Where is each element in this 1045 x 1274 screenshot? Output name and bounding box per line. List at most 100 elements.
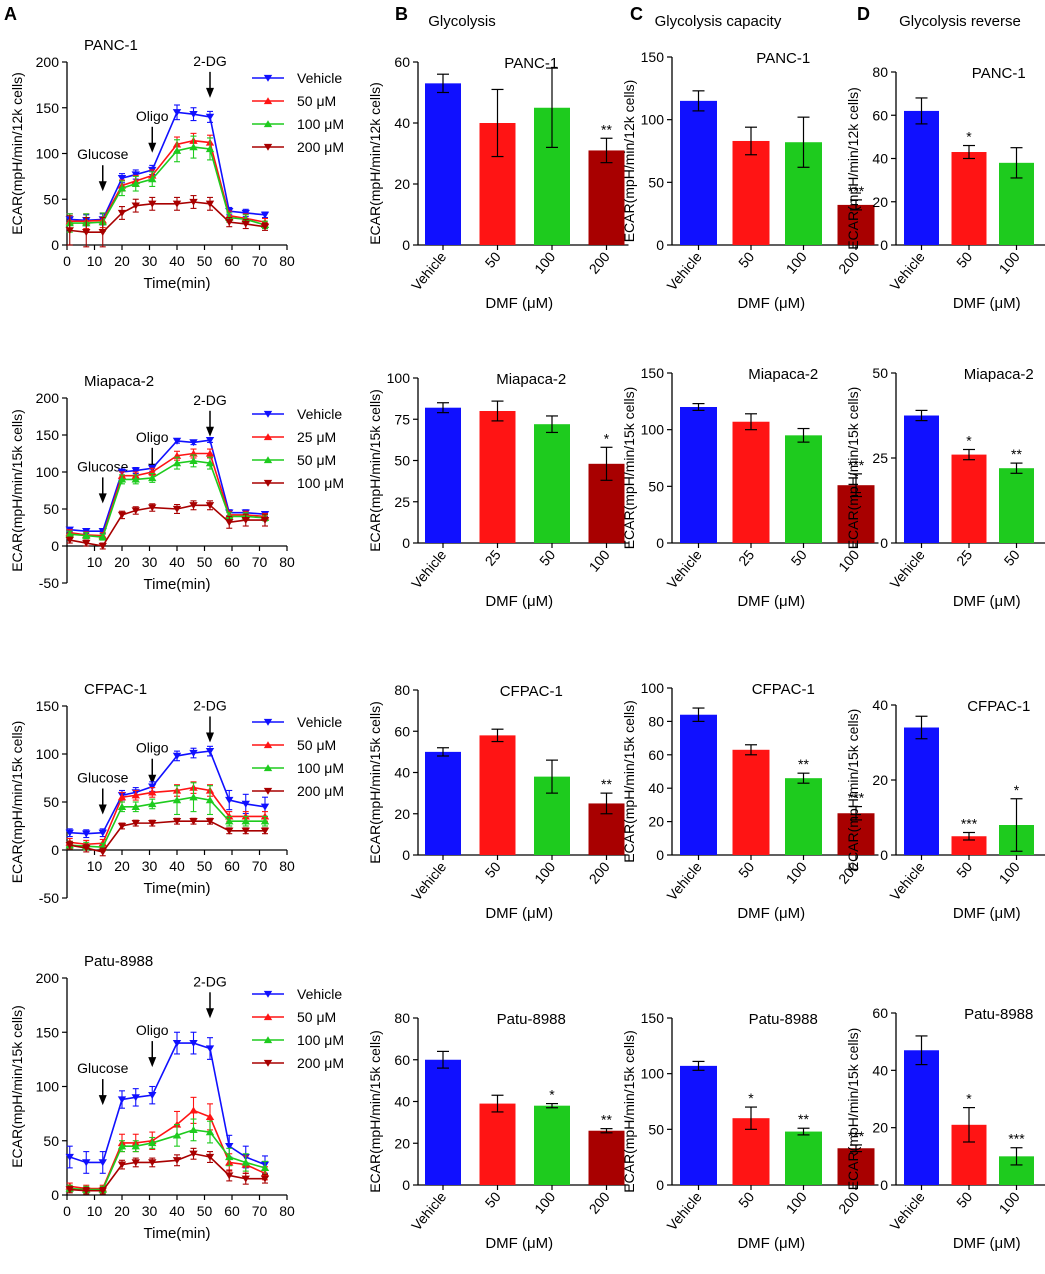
data-point [205, 1153, 215, 1161]
line-chart-Patu-8988: 0 50 100 150 200 0 10 20 30 40 50 60 70 80 Time(min) EC… [9, 953, 344, 1242]
x-tick-label: 25 [735, 546, 757, 568]
bar-50 [951, 152, 987, 245]
data-point [117, 793, 127, 801]
chart-title: Miapaca-2 [748, 366, 818, 383]
y-tick-label: -50 [39, 890, 59, 906]
y-tick-label: 25 [394, 494, 410, 510]
data-point [117, 1142, 127, 1150]
data-point [260, 223, 270, 231]
series-line [69, 750, 266, 835]
y-tick-label: 0 [656, 237, 664, 253]
data-point [172, 200, 182, 208]
x-tick-label: 100 [586, 546, 613, 574]
data-point [98, 229, 107, 236]
data-point [148, 788, 157, 796]
data-point [189, 111, 198, 118]
y-tick-label: 40 [394, 1094, 410, 1110]
y-tick-label: 20 [872, 194, 888, 210]
y-tick-label: 150 [641, 49, 665, 65]
data-point [117, 822, 127, 830]
x-axis-label: DMF (μM) [737, 295, 805, 312]
legend-label: Vehicle [297, 986, 342, 1002]
x-axis-label: DMF (μM) [485, 905, 553, 922]
annotation-label: Glucose [77, 458, 129, 474]
significance-label: * [966, 129, 972, 145]
y-axis-label: ECAR(mpH/min/12k cells) [845, 87, 861, 250]
significance-label: * [549, 1087, 555, 1103]
bar-50 [999, 468, 1034, 543]
data-point [98, 848, 107, 856]
y-tick-label: 60 [648, 747, 664, 763]
x-tick-label: Vehicle [887, 546, 928, 591]
y-tick-label: 100 [36, 746, 60, 762]
x-tick-label: 0 [63, 253, 71, 269]
annotation-arrowhead [206, 732, 214, 743]
y-tick-label: 40 [648, 780, 664, 796]
data-point [205, 1045, 215, 1053]
x-tick-label: 60 [224, 858, 240, 874]
bar-50 [785, 435, 822, 543]
y-tick-label: -50 [39, 575, 59, 591]
x-tick-label: Vehicle [887, 858, 928, 903]
legend-marker [263, 456, 273, 464]
bar-50 [732, 749, 770, 855]
x-tick-label: 50 [482, 858, 504, 880]
data-point [225, 1153, 234, 1161]
significance-label: ** [601, 776, 612, 792]
x-tick-label: 200 [586, 248, 613, 276]
data-point [148, 474, 157, 482]
y-tick-label: 50 [43, 191, 59, 207]
data-point [241, 1158, 250, 1166]
bar-50 [534, 424, 570, 543]
annotation-label: Oligo [136, 1022, 169, 1038]
x-axis-label: DMF (μM) [485, 1235, 553, 1252]
annotation-arrowhead [206, 87, 214, 98]
series-line [69, 201, 266, 233]
x-axis-label: DMF (μM) [737, 593, 805, 610]
series-line [69, 452, 266, 537]
series-line [69, 1152, 265, 1192]
legend-label: Vehicle [297, 406, 342, 422]
data-point [205, 200, 215, 208]
data-point [189, 1106, 198, 1114]
bar-Vehicle [904, 415, 939, 543]
data-point [189, 502, 198, 510]
data-point [65, 829, 74, 837]
annotation-arrowhead [206, 1008, 214, 1019]
series-line [69, 796, 265, 848]
data-point [205, 145, 215, 153]
data-point [225, 1143, 234, 1150]
data-point [172, 818, 182, 825]
x-tick-label: Vehicle [664, 248, 705, 293]
x-axis-label: DMF (μM) [737, 1235, 805, 1252]
data-point [189, 1126, 198, 1134]
x-tick-label: 10 [87, 1203, 103, 1219]
chart-title: PANC-1 [84, 37, 138, 54]
legend-marker [263, 741, 273, 749]
x-tick-label: 80 [279, 858, 295, 874]
y-tick-label: 60 [872, 1005, 888, 1021]
x-tick-label: Vehicle [887, 248, 928, 293]
x-tick-label: 200 [835, 248, 862, 276]
legend-label: 200 μM [297, 783, 344, 799]
data-point [205, 449, 215, 457]
data-point [260, 516, 270, 524]
chart-title: Miapaca-2 [964, 366, 1034, 383]
data-point [260, 827, 270, 835]
x-tick-label: 60 [224, 554, 240, 570]
data-point [82, 1159, 91, 1167]
series-200 μM: 200 μM [65, 139, 344, 248]
y-axis-label: ECAR(mpH/min/15k cells) [367, 389, 383, 552]
data-point [82, 229, 91, 236]
y-axis-label: ECAR(mpH/min/15k cells) [621, 700, 637, 863]
significance-label: ** [1011, 446, 1022, 462]
y-tick-label: 50 [394, 453, 410, 469]
y-tick-label: 0 [880, 535, 888, 551]
bar-100 [785, 778, 822, 855]
x-tick-label: 70 [252, 253, 268, 269]
data-point [98, 533, 107, 541]
data-point [189, 1150, 198, 1158]
data-point [241, 209, 250, 217]
series-100 μM: 100 μM [65, 116, 344, 233]
significance-label: * [1014, 782, 1020, 798]
